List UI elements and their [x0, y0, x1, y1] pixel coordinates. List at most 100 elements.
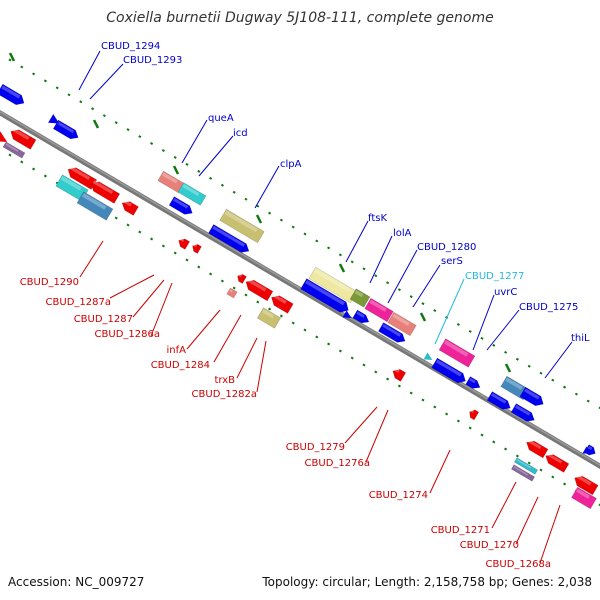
map-title: Coxiella burnetii Dugway 5J108-111, comp… — [106, 10, 493, 26]
tick-mark — [327, 246, 331, 250]
gene-thil-fwd — [510, 403, 535, 422]
major-tick — [338, 263, 346, 273]
tick-mark — [114, 121, 118, 125]
tick-mark — [197, 169, 201, 173]
tick-mark — [279, 218, 283, 222]
label-leader-line — [539, 504, 561, 564]
label-cbud-1284: CBUD_1284 — [151, 360, 210, 371]
tick-mark — [67, 93, 71, 97]
gene-icd — [177, 182, 207, 206]
label-cbud-1268a: CBUD_1268a — [486, 559, 551, 570]
gene-infa-a — [178, 237, 190, 250]
tick-mark — [480, 433, 484, 437]
gene-lola-fwd — [352, 309, 370, 324]
label-leader-line — [254, 165, 280, 209]
gene-infa — [226, 287, 238, 299]
tick-mark — [527, 364, 531, 368]
tick-mark — [409, 295, 413, 299]
tick-mark — [350, 260, 354, 264]
gene-cbud-1275-fwd — [486, 391, 511, 410]
tick-mark — [563, 482, 567, 486]
label-infa: infA — [167, 345, 187, 356]
tick-mark — [397, 288, 401, 292]
tick-mark — [303, 328, 307, 332]
label-leader-line — [434, 278, 465, 345]
tick-mark — [232, 190, 236, 194]
gene-cbud-1270 — [545, 452, 570, 473]
label-cbud-1290: CBUD_1290 — [20, 277, 79, 288]
label-leader-line — [213, 314, 242, 363]
tick-mark — [20, 65, 24, 69]
tick-mark — [551, 378, 555, 382]
gene-pointer — [423, 352, 433, 361]
tick-mark — [32, 72, 36, 76]
gene-sers-fwd — [378, 322, 406, 343]
backbone-highlight — [0, 111, 600, 466]
tick-mark — [456, 323, 460, 326]
tick-mark — [8, 153, 12, 157]
tick-mark — [504, 350, 508, 354]
tick-mark — [504, 447, 508, 451]
tick-mark — [350, 356, 354, 360]
gene-cbud-1271-violet — [511, 464, 535, 482]
tick-mark — [456, 419, 460, 423]
label-thil: thiL — [571, 333, 590, 344]
tick-mark — [43, 79, 47, 83]
label-cbud-1294: CBUD_1294 — [101, 41, 160, 52]
tick-mark — [256, 300, 260, 304]
label-cbud-1270: CBUD_1270 — [460, 540, 519, 551]
tick-mark — [397, 384, 401, 388]
tick-mark — [232, 286, 236, 290]
major-tick — [504, 363, 512, 373]
tick-mark — [185, 258, 189, 262]
label-clpa: clpA — [280, 159, 302, 170]
gene-cbud-1279 — [392, 368, 407, 382]
tick-mark — [327, 342, 331, 346]
tick-mark — [386, 281, 390, 285]
backbone-line — [0, 109, 600, 470]
label-leader-line — [79, 240, 104, 278]
gene-cbud-1277 — [465, 376, 481, 389]
gene-cbud-1287a — [90, 180, 121, 204]
gene-cbud-1290a — [10, 128, 37, 150]
gene-trxb — [271, 294, 294, 314]
gene-quea — [157, 170, 185, 194]
gene-cbud-1284-a — [237, 273, 247, 284]
tick-mark — [527, 461, 531, 465]
gene-uvrc — [438, 338, 476, 368]
tick-mark — [138, 230, 142, 234]
tick-mark — [598, 503, 600, 507]
tick-mark — [43, 174, 47, 178]
tick-mark — [8, 58, 12, 62]
topology-text: Topology: circular; Length: 2,158,758 bp… — [261, 575, 592, 589]
label-leader-line — [544, 341, 573, 379]
gene-cbud-1268a-box — [571, 486, 597, 510]
tick-mark — [32, 167, 36, 171]
gene-cbud-1293 — [52, 119, 79, 140]
gene-cbud-1286 — [121, 200, 139, 216]
major-tick — [172, 165, 180, 175]
gene-serS-box — [364, 297, 394, 323]
tick-mark — [185, 162, 189, 166]
tick-mark — [291, 225, 295, 229]
major-tick — [255, 214, 263, 224]
tick-mark — [409, 391, 413, 395]
tick-mark — [445, 412, 449, 416]
gene-cbud-1286a — [76, 191, 114, 221]
label-leader-line — [412, 264, 441, 308]
tick-mark — [173, 251, 177, 255]
tick-mark — [268, 307, 272, 311]
label-cbud-1287a: CBUD_1287a — [46, 297, 111, 308]
label-quea: queA — [208, 113, 234, 124]
tick-mark — [586, 399, 590, 403]
gene-pointer — [582, 446, 592, 455]
label-cbud-1293: CBUD_1293 — [123, 55, 182, 66]
gene-ftsk-fwd — [300, 278, 349, 313]
gene-quea-fwd — [168, 196, 193, 215]
tick-mark — [279, 314, 283, 318]
tick-mark — [209, 176, 213, 180]
gene-thil — [519, 386, 544, 407]
label-cbud-1287: CBUD_1287 — [74, 314, 133, 325]
tick-mark — [374, 370, 378, 374]
label-cbud-1286a: CBUD_1286a — [95, 329, 160, 340]
